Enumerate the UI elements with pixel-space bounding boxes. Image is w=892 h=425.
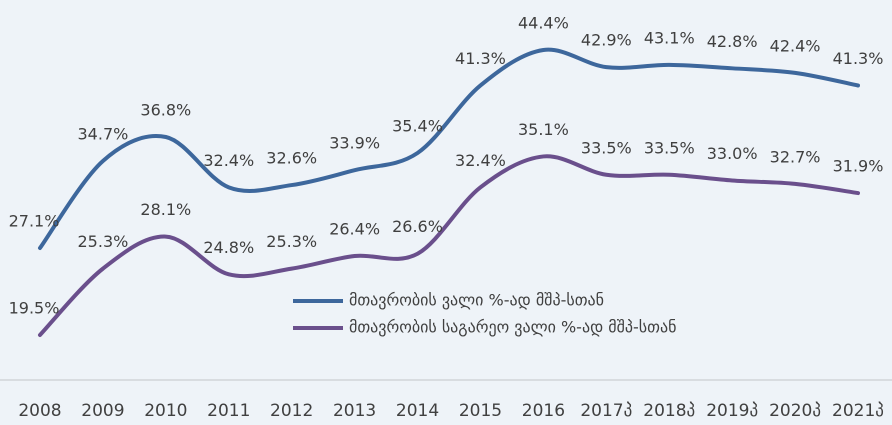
data-label: 26.6% [392,217,443,236]
data-label: 32.4% [455,151,506,170]
data-label: 27.1% [9,212,60,231]
data-label: 28.1% [140,200,191,219]
data-label: 32.7% [770,147,821,166]
data-label: 19.5% [9,299,60,318]
x-tick-label: 2015 [459,401,502,421]
data-label: 42.8% [707,32,758,51]
data-label: 31.9% [833,157,884,176]
x-tick-label: 2013 [333,401,376,421]
data-label: 35.4% [392,117,443,136]
data-label: 33.5% [644,138,695,157]
data-label: 26.4% [329,220,380,239]
x-tick-label: 2014 [396,401,439,421]
data-label: 43.1% [644,28,695,47]
x-tick-label: 2019პ [706,401,758,421]
series-line [38,47,860,251]
legend-label: მთავრობის ვალი %-ად მშპ-სთან [349,291,604,310]
data-label: 42.9% [581,31,632,50]
data-label: 33.5% [581,138,632,157]
x-tick-label: 2017პ [580,401,632,421]
data-label: 42.4% [770,36,821,55]
data-label: 36.8% [140,100,191,119]
x-tick-label: 2020პ [769,401,821,421]
series-line [38,154,860,337]
x-tick-label: 2021პ [832,401,884,421]
x-tick-label: 2010 [144,401,187,421]
data-label: 41.3% [455,49,506,68]
data-label: 35.1% [518,120,569,139]
legend-label: მთავრობის საგარეო ვალი %-ად მშპ-სთან [349,318,676,337]
x-tick-label: 2011 [207,401,250,421]
data-label: 44.4% [518,14,569,33]
data-label: 24.8% [203,238,254,257]
data-label: 33.0% [707,144,758,163]
x-tick-label: 2008 [18,401,61,421]
x-tick-label: 2016 [522,401,565,421]
x-tick-label: 2009 [81,401,124,421]
x-tick-label: 2012 [270,401,313,421]
data-label: 41.3% [833,49,884,68]
data-label: 25.3% [266,232,317,251]
data-label: 25.3% [78,232,129,251]
data-label: 34.7% [78,125,129,144]
data-label: 32.6% [266,149,317,168]
x-tick-label: 2018პ [643,401,695,421]
data-label: 32.4% [203,151,254,170]
data-label: 33.9% [329,134,380,153]
